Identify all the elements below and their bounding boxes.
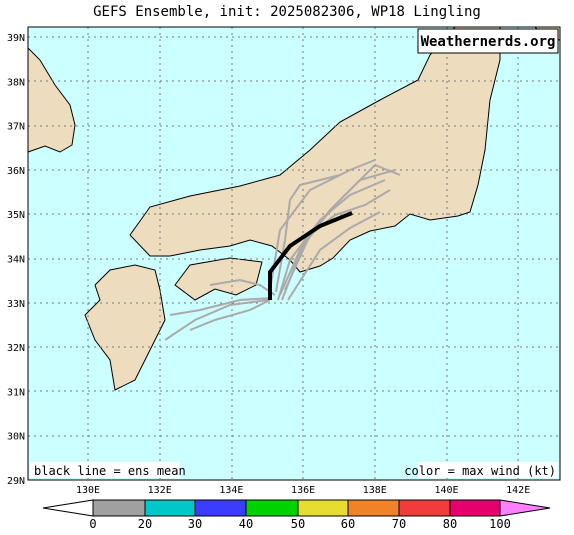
ensemble-tracks <box>164 159 401 341</box>
grid <box>28 27 560 480</box>
lon-tick-label: 130E <box>76 485 100 496</box>
lon-tick-label: 138E <box>363 485 387 496</box>
colorbar-label: 20 <box>138 517 152 531</box>
watermark-box <box>417 28 559 54</box>
colorbar-label: 30 <box>188 517 202 531</box>
colorbar-label: 80 <box>443 517 457 531</box>
lat-tick-label: 35N <box>7 210 25 221</box>
colorbar-label: 70 <box>392 517 406 531</box>
lat-tick-label: 31N <box>7 387 25 398</box>
watermark: Weathernerds.org <box>421 34 556 50</box>
lat-tick-label: 37N <box>7 122 25 133</box>
mean-note: black line = ens mean <box>34 464 186 478</box>
note-box <box>30 462 180 478</box>
colorbar <box>42 499 551 517</box>
lat-tick-label: 36N <box>7 166 25 177</box>
colorbar-label: 50 <box>291 517 305 531</box>
lon-tick-label: 132E <box>148 485 172 496</box>
note-box <box>418 462 558 478</box>
lat-tick-label: 39N <box>7 33 25 44</box>
lon-tick-label: 134E <box>219 485 243 496</box>
lat-tick-label: 32N <box>7 343 25 354</box>
lat-tick-label: 30N <box>7 432 25 443</box>
title: GEFS Ensemble, init: 2025082306, WP18 Li… <box>93 4 481 20</box>
lon-tick-label: 136E <box>291 485 315 496</box>
lat-tick-label: 29N <box>7 476 25 487</box>
lat-tick-label: 34N <box>7 255 25 266</box>
lat-tick-label: 38N <box>7 77 25 88</box>
lat-tick-label: 33N <box>7 299 25 310</box>
colorbar-label: 60 <box>341 517 355 531</box>
lon-tick-label: 140E <box>434 485 458 496</box>
lon-tick-label: 142E <box>506 485 530 496</box>
color-note: color = max wind (kt) <box>404 464 556 478</box>
colorbar-label: 40 <box>239 517 253 531</box>
frame <box>27 26 561 481</box>
colorbar-label: 0 <box>89 517 96 531</box>
colorbar-label: 100 <box>489 517 511 531</box>
ensemble-mean <box>268 211 353 300</box>
